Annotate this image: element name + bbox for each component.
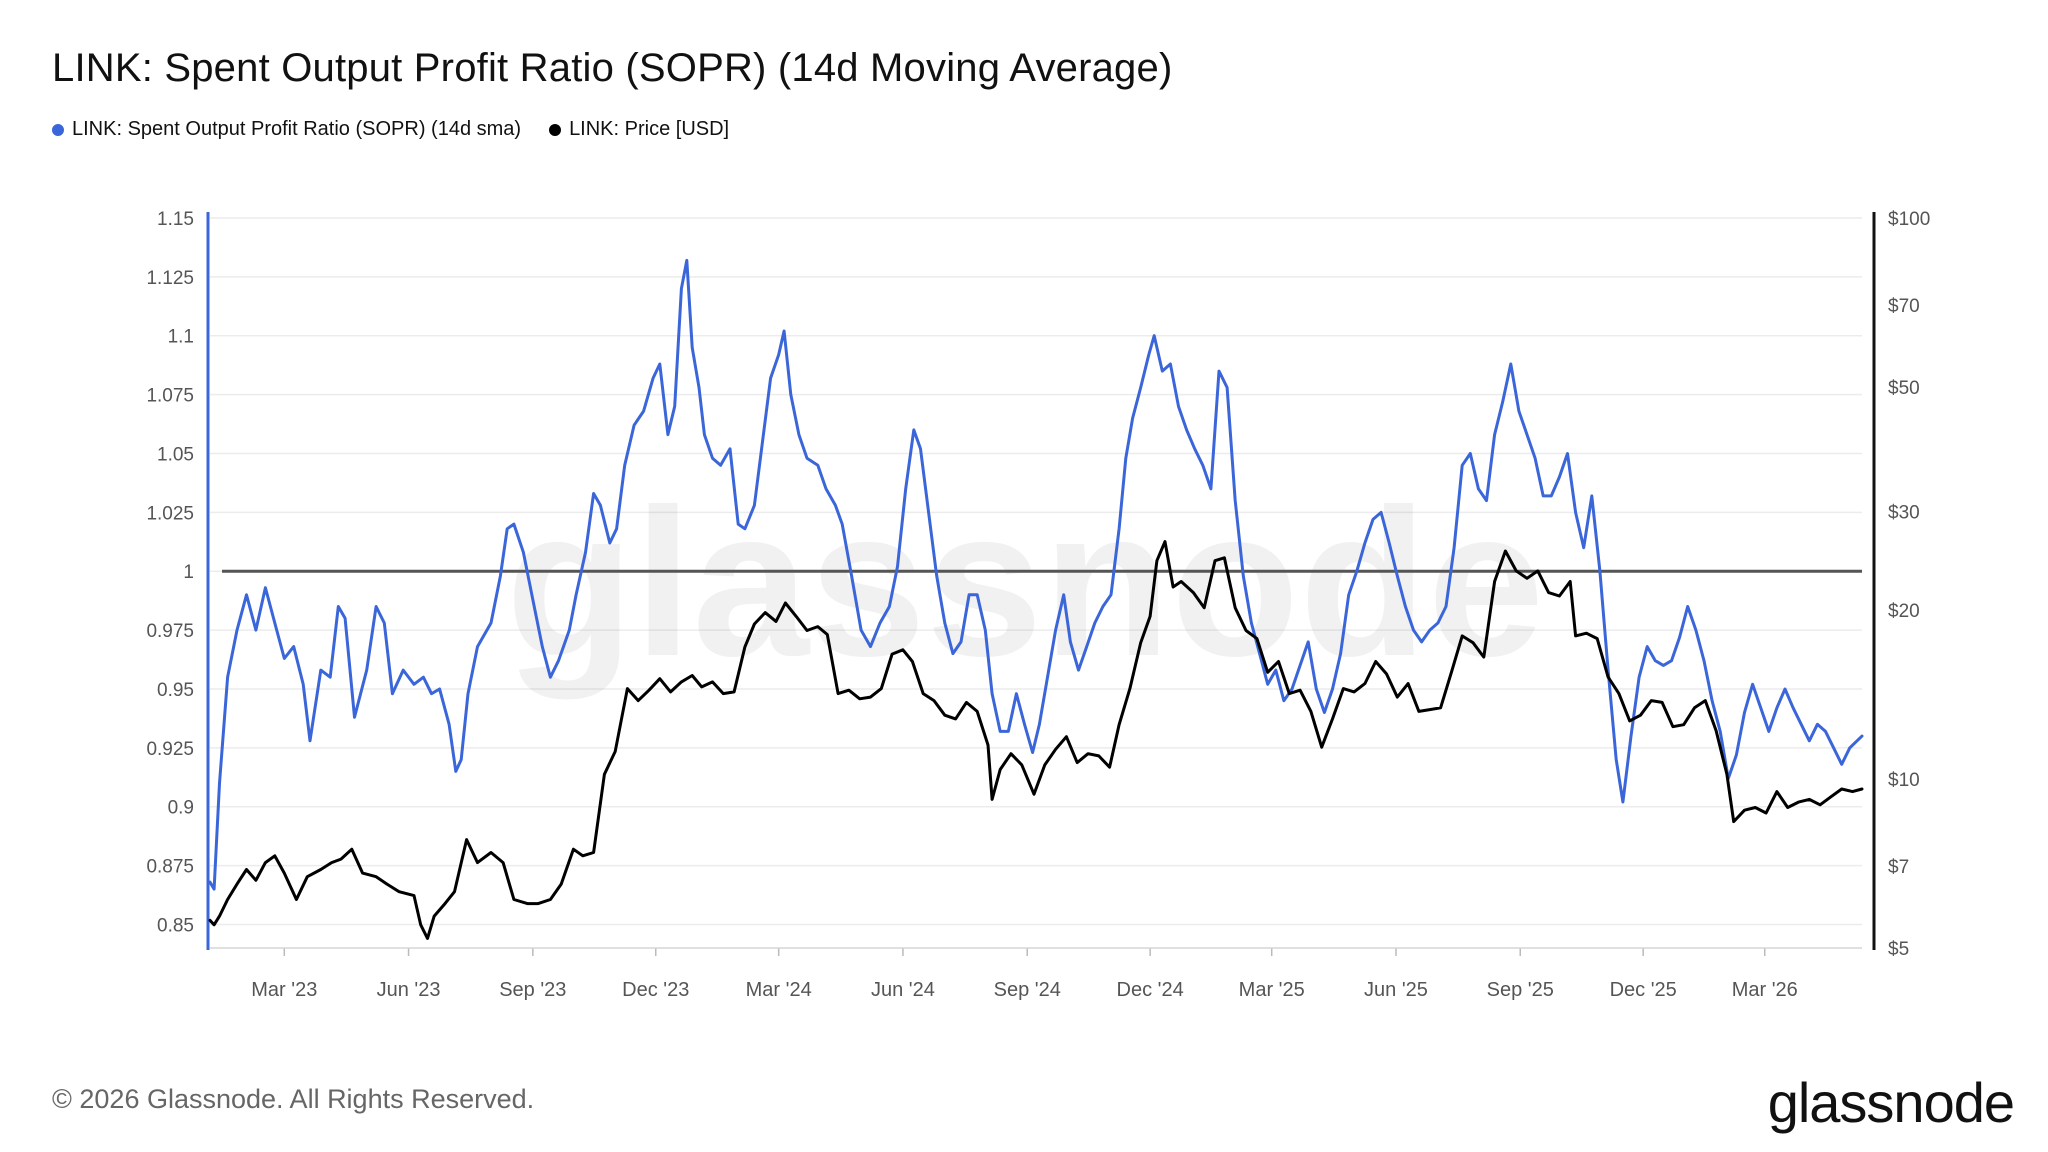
legend-dot-sopr (52, 123, 64, 136)
legend-item-sopr[interactable]: LINK: Spent Output Profit Ratio (SOPR) (… (52, 118, 521, 141)
left-tick-label: 0.85 (157, 915, 194, 936)
legend-item-price[interactable]: LINK: Price [USD] (549, 118, 729, 141)
right-tick-label: $20 (1888, 601, 1920, 622)
left-tick-label: 1 (183, 562, 194, 583)
x-tick-label: Dec '24 (1117, 979, 1184, 1001)
x-tick-label: Sep '24 (994, 979, 1061, 1001)
watermark-text: glassnode (506, 465, 1545, 700)
series-line-price[interactable] (208, 540, 1864, 940)
x-tick-label: Jun '25 (1364, 979, 1428, 1001)
x-tick-label: Sep '25 (1487, 979, 1554, 1001)
tick-labels: 0.85 0.875 0.9 0.925 0.95 0.975 1 1.025 1.05 1.07… (146, 209, 1930, 1001)
left-tick-label: 0.975 (146, 621, 194, 642)
x-tick-label: Mar '23 (251, 979, 317, 1001)
copyright-footer: © 2026 Glassnode. All Rights Reserved. (52, 1084, 535, 1114)
right-tick-label: $7 (1888, 857, 1909, 878)
x-tick-label: Dec '23 (622, 979, 689, 1001)
legend-label-price: LINK: Price [USD] (569, 118, 730, 140)
x-tick-label: Mar '25 (1239, 979, 1305, 1001)
left-tick-label: 1.075 (146, 386, 194, 407)
x-tick-label: Dec '25 (1610, 979, 1677, 1001)
right-tick-label: $5 (1888, 939, 1909, 960)
right-tick-label: $70 (1888, 296, 1920, 317)
legend-label-sopr: LINK: Spent Output Profit Ratio (SOPR) (… (72, 118, 522, 140)
chart-legend: LINK: Spent Output Profit Ratio (SOPR) (… (52, 118, 729, 141)
right-tick-label: $10 (1888, 770, 1920, 791)
left-tick-label: 1.05 (157, 444, 194, 465)
left-tick-label: 1.15 (157, 209, 194, 230)
right-tick-label: $30 (1888, 502, 1920, 523)
left-tick-label: 1.1 (168, 327, 194, 348)
left-tick-label: 0.875 (146, 857, 194, 878)
legend-dot-price (549, 123, 562, 136)
left-tick-label: 0.95 (157, 680, 194, 701)
right-tick-label: $50 (1888, 378, 1920, 399)
series-line-sopr[interactable] (208, 258, 1864, 891)
x-tick-label: Sep '23 (499, 979, 566, 1001)
x-tick-label: Jun '24 (871, 979, 935, 1001)
left-tick-label: 1.025 (146, 503, 194, 524)
series-layer (208, 258, 1864, 940)
x-tick-label: Mar '26 (1732, 979, 1798, 1001)
axes (206, 212, 1876, 956)
brand-logo: glassnode (1767, 1071, 2015, 1134)
left-tick-label: 0.9 (168, 798, 194, 819)
x-tick-label: Mar '24 (746, 979, 812, 1001)
chart-title: LINK: Spent Output Profit Ratio (SOPR) (… (52, 46, 1173, 90)
left-tick-label: 1.125 (146, 268, 194, 289)
right-tick-label: $100 (1888, 209, 1930, 230)
x-tick-label: Jun '23 (377, 979, 441, 1001)
left-tick-label: 0.925 (146, 739, 194, 760)
